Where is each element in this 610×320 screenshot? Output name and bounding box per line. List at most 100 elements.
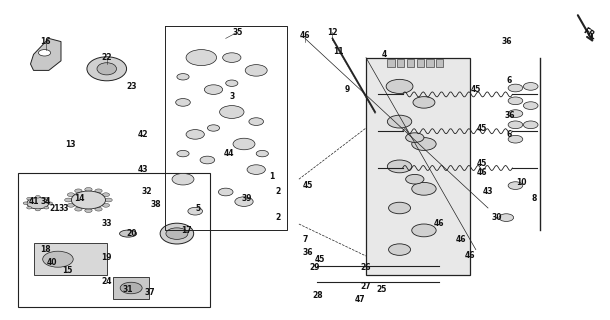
Text: 15: 15 [62,266,73,275]
Circle shape [245,65,267,76]
Ellipse shape [160,223,193,244]
Text: 46: 46 [464,252,475,260]
Circle shape [43,251,73,267]
Circle shape [166,228,188,239]
Circle shape [67,204,74,207]
Circle shape [85,209,92,212]
Circle shape [508,110,523,117]
Text: 33: 33 [59,204,70,212]
Text: 42: 42 [138,130,149,139]
Circle shape [412,138,436,150]
Text: FR.: FR. [581,26,597,41]
Text: 23: 23 [126,82,137,91]
Text: 34: 34 [40,197,51,206]
Circle shape [95,207,102,211]
Circle shape [71,191,106,209]
Text: 26: 26 [361,263,371,272]
Circle shape [35,196,40,198]
Bar [436,59,443,67]
Circle shape [523,83,538,90]
Text: 24: 24 [101,277,112,286]
Circle shape [218,188,233,196]
Text: 45: 45 [303,181,314,190]
Text: 8: 8 [531,194,536,203]
Circle shape [95,189,102,193]
Circle shape [23,202,28,204]
Ellipse shape [97,63,117,75]
Circle shape [226,80,238,86]
Circle shape [523,121,538,129]
Text: 6: 6 [507,130,512,139]
Bar [387,59,395,67]
Text: 30: 30 [492,213,503,222]
Circle shape [177,74,189,80]
Circle shape [67,193,74,196]
Text: 11: 11 [333,47,344,56]
Circle shape [102,193,110,196]
Circle shape [508,135,523,143]
Text: 46: 46 [455,236,466,244]
Circle shape [508,182,523,189]
Text: 12: 12 [327,28,338,36]
Circle shape [508,84,523,92]
Circle shape [406,133,424,142]
Circle shape [523,102,538,109]
Text: 19: 19 [101,253,112,262]
Circle shape [27,206,32,209]
Circle shape [85,188,92,191]
Circle shape [120,282,142,294]
Circle shape [48,202,52,204]
Circle shape [27,197,32,200]
Circle shape [247,165,265,174]
Text: 45: 45 [476,159,487,168]
Circle shape [249,118,264,125]
Circle shape [233,138,255,150]
Text: 36: 36 [501,37,512,46]
Bar [426,59,434,67]
Text: 6: 6 [507,76,512,84]
Circle shape [172,173,194,185]
Circle shape [387,115,412,128]
Text: 9: 9 [345,85,350,94]
Text: 46: 46 [300,31,310,40]
Bar [397,59,404,67]
Text: 22: 22 [101,53,112,62]
Text: 40: 40 [46,258,57,267]
Text: 28: 28 [312,292,323,300]
Circle shape [389,244,411,255]
Text: 17: 17 [181,226,192,235]
Text: 39: 39 [242,194,253,203]
Circle shape [200,156,215,164]
Circle shape [102,204,110,207]
Circle shape [44,206,49,209]
Circle shape [75,189,82,193]
Polygon shape [30,38,61,70]
Circle shape [235,197,253,206]
Circle shape [412,182,436,195]
Circle shape [406,174,424,184]
Circle shape [105,198,112,202]
Text: 37: 37 [144,288,155,297]
Text: 45: 45 [315,255,326,264]
Text: 36: 36 [303,248,314,257]
Text: 41: 41 [28,197,39,206]
Text: 5: 5 [196,204,201,212]
Text: 43: 43 [483,188,493,196]
Circle shape [204,85,223,94]
Text: 2: 2 [275,188,280,196]
Circle shape [220,106,244,118]
Text: 2: 2 [275,213,280,222]
Text: 47: 47 [354,295,365,304]
Text: 14: 14 [74,194,85,203]
Circle shape [176,99,190,106]
Text: 32: 32 [141,188,152,196]
Circle shape [177,150,189,157]
Circle shape [74,207,82,211]
Circle shape [186,130,204,139]
Text: 44: 44 [223,149,234,158]
Text: 38: 38 [150,200,161,209]
Circle shape [386,79,413,93]
Circle shape [413,97,435,108]
Text: 27: 27 [361,282,371,291]
Text: 36: 36 [504,111,515,120]
